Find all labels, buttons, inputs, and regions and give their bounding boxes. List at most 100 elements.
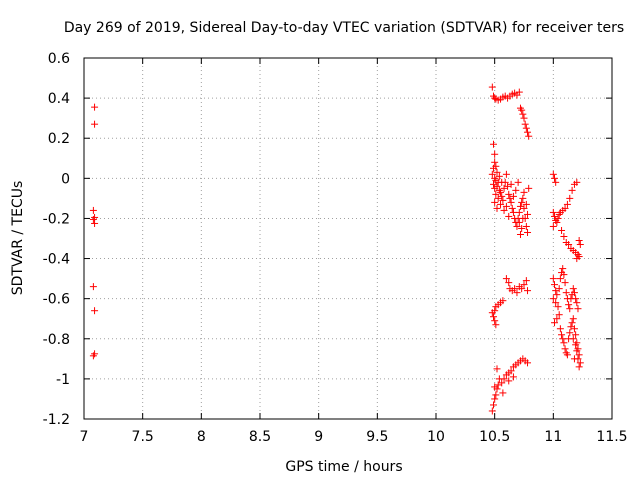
data-point — [525, 184, 533, 192]
data-point — [522, 200, 530, 208]
data-point — [573, 178, 581, 186]
data-point — [502, 170, 510, 178]
data-points — [89, 83, 584, 415]
data-point — [497, 200, 505, 208]
data-point — [493, 204, 501, 212]
data-point — [572, 341, 580, 349]
data-point — [566, 194, 574, 202]
data-point — [513, 222, 521, 230]
data-point — [524, 359, 532, 367]
data-point — [491, 395, 499, 403]
data-point — [492, 321, 500, 329]
data-point — [515, 218, 523, 226]
x-tick-label: 10.5 — [479, 429, 510, 445]
data-point — [551, 174, 559, 182]
data-point — [492, 190, 500, 198]
data-point — [491, 307, 499, 315]
data-point — [518, 198, 526, 206]
y-tick-label: 0.6 — [48, 51, 70, 67]
data-point — [91, 307, 99, 315]
data-point — [519, 110, 527, 118]
data-point — [567, 323, 575, 331]
data-point — [570, 289, 578, 297]
data-point — [500, 184, 508, 192]
data-point — [507, 198, 515, 206]
data-point — [509, 208, 517, 216]
data-point — [560, 339, 568, 347]
data-point — [561, 345, 569, 353]
chart-title: Day 269 of 2019, Sidereal Day-to-day VTE… — [64, 20, 624, 36]
data-point — [505, 279, 513, 287]
grid-lines — [84, 58, 612, 419]
data-point — [91, 103, 99, 111]
data-point — [549, 295, 557, 303]
data-point — [549, 222, 557, 230]
data-point — [519, 194, 527, 202]
data-point — [576, 359, 584, 367]
data-point — [505, 190, 513, 198]
x-tick-label: 11.5 — [596, 429, 627, 445]
data-point — [512, 186, 520, 194]
y-tick-label: 0.4 — [48, 91, 70, 107]
data-point — [89, 215, 97, 223]
data-point — [500, 375, 508, 383]
data-point — [563, 351, 571, 359]
data-point — [568, 186, 576, 194]
data-point — [570, 355, 578, 363]
data-point — [511, 285, 519, 293]
data-point — [513, 289, 521, 297]
data-point — [525, 132, 533, 140]
data-point — [569, 285, 577, 293]
y-tick-label: -0.6 — [43, 292, 70, 308]
data-point — [555, 311, 563, 319]
data-point — [522, 124, 530, 132]
data-point — [488, 83, 496, 91]
data-point — [489, 164, 497, 172]
data-point — [565, 241, 573, 249]
data-point — [563, 200, 571, 208]
x-tick-label: 9.5 — [366, 429, 388, 445]
data-point — [561, 204, 569, 212]
data-point — [505, 377, 513, 385]
data-point — [569, 315, 577, 323]
data-point — [552, 299, 560, 307]
data-point — [520, 204, 528, 212]
data-point — [553, 218, 561, 226]
data-point — [515, 88, 523, 96]
data-point — [573, 255, 581, 263]
data-point — [489, 180, 497, 188]
data-point — [507, 367, 515, 375]
x-tick-label: 7.5 — [132, 429, 154, 445]
x-tick-label: 7 — [80, 429, 89, 445]
data-point — [524, 228, 532, 236]
data-point — [555, 285, 563, 293]
data-point — [509, 373, 517, 381]
data-point — [493, 365, 501, 373]
data-point — [489, 313, 497, 321]
y-tick-label: -1 — [56, 372, 70, 388]
data-point — [519, 214, 527, 222]
data-point — [506, 194, 514, 202]
data-point — [572, 331, 580, 339]
data-point — [505, 212, 513, 220]
data-point — [524, 210, 532, 218]
x-tick-label: 9 — [314, 429, 323, 445]
data-point — [568, 319, 576, 327]
data-point — [556, 325, 564, 333]
data-point — [549, 275, 557, 283]
data-point — [524, 128, 532, 136]
data-point — [556, 275, 564, 283]
data-point — [488, 407, 496, 415]
data-point — [497, 188, 505, 196]
data-point — [521, 120, 529, 128]
data-point — [576, 241, 584, 249]
data-point — [91, 219, 99, 227]
data-point — [491, 198, 499, 206]
data-point — [552, 178, 560, 186]
data-point — [488, 170, 496, 178]
data-point — [551, 281, 559, 289]
y-tick-label: -0.8 — [43, 332, 70, 348]
x-tick-label: 10 — [427, 429, 445, 445]
data-point — [552, 287, 560, 295]
x-tick-label: 11 — [544, 429, 562, 445]
